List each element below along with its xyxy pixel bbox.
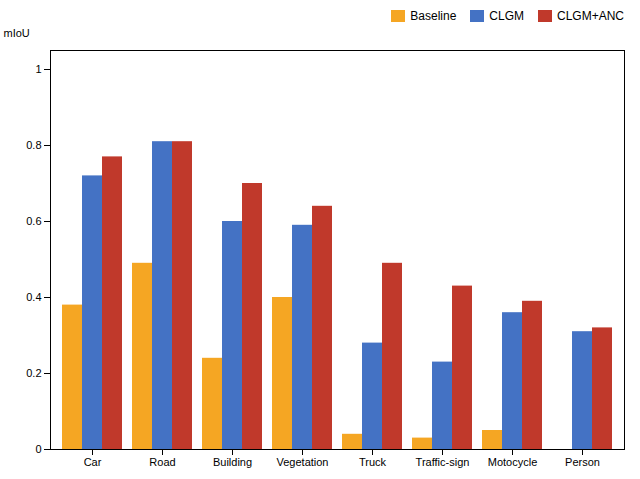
svg-text:Car: Car xyxy=(84,456,102,468)
svg-text:0.4: 0.4 xyxy=(26,291,41,303)
html-text:CLGM: CLGM xyxy=(489,9,524,23)
svg-text:0.8: 0.8 xyxy=(26,139,41,151)
html-text:CLGM+ANC: CLGM+ANC xyxy=(557,9,624,23)
svg-text:Building: Building xyxy=(213,456,252,468)
svg-text:0.6: 0.6 xyxy=(26,215,41,227)
svg-text:1: 1 xyxy=(35,63,41,75)
html-text:Baseline: Baseline xyxy=(410,9,457,23)
svg-text:0: 0 xyxy=(35,443,41,455)
svg-text:0.2: 0.2 xyxy=(26,367,41,379)
svg-text:Road: Road xyxy=(149,456,175,468)
svg-text:Traffic-sign: Traffic-sign xyxy=(416,456,470,468)
svg-text:Motocycle: Motocycle xyxy=(488,456,538,468)
svg-text:mIoU: mIoU xyxy=(4,27,30,39)
svg-text:Truck: Truck xyxy=(359,456,387,468)
svg-text:Vegetation: Vegetation xyxy=(277,456,329,468)
svg-text:Person: Person xyxy=(565,456,600,468)
